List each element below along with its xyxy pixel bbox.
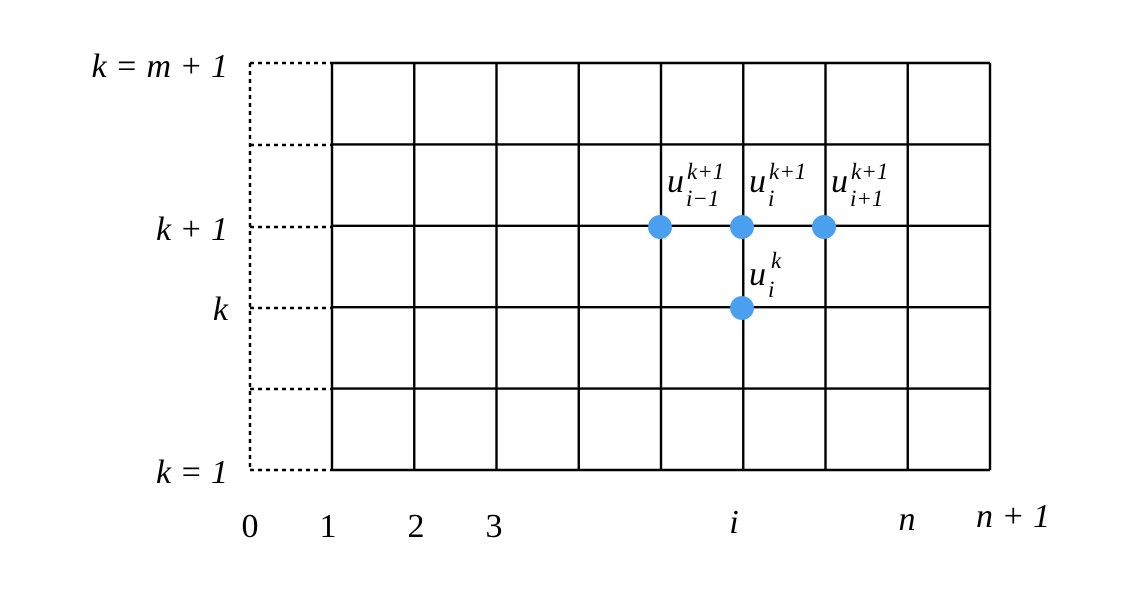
node-labels: u k+1 i−1 u k+1 i u k+1 i+1 u k i: [667, 159, 888, 302]
row-label-k-plus-1: k + 1: [156, 211, 228, 248]
node-label-u-im1-kp1: u k+1 i−1: [667, 159, 724, 211]
stencil-nodes: [648, 215, 836, 320]
node-sub: i+1: [850, 186, 883, 211]
dotted-boundary: [248, 61, 332, 472]
node-sup: k+1: [769, 159, 806, 184]
node-label-u-i-k: u k i: [749, 248, 782, 302]
row-label-bottom: k = 1: [156, 454, 228, 491]
node-sup: k+1: [851, 159, 888, 184]
node-base: u: [667, 163, 684, 200]
node-sup: k+1: [687, 159, 724, 184]
node-point-u-i-k: [730, 296, 754, 320]
node-sub: i: [768, 186, 774, 211]
node-sup: k: [771, 248, 782, 273]
column-label-2: 2: [408, 508, 425, 545]
column-label-3: 3: [486, 508, 503, 545]
column-label-i: i: [729, 504, 738, 541]
solid-grid: [330, 61, 992, 472]
node-base: u: [749, 256, 766, 293]
column-label-1: 1: [320, 508, 337, 545]
column-label-n-plus-1: n + 1: [976, 498, 1050, 535]
row-label-k: k: [213, 291, 229, 328]
row-label-top: k = m + 1: [91, 48, 228, 85]
column-label-n: n: [899, 501, 916, 538]
column-labels: 0 1 2 3 i n n + 1: [242, 498, 1050, 545]
node-base: u: [749, 163, 766, 200]
node-sub: i−1: [686, 186, 719, 211]
node-label-u-ip1-kp1: u k+1 i+1: [831, 159, 888, 211]
node-label-u-i-kp1: u k+1 i: [749, 159, 806, 211]
node-point-u-ip1-kp1: [812, 215, 836, 239]
node-point-u-im1-kp1: [648, 215, 672, 239]
node-base: u: [831, 163, 848, 200]
column-label-0: 0: [242, 508, 259, 545]
row-labels: k = m + 1 k + 1 k k = 1: [91, 48, 228, 491]
node-sub: i: [768, 277, 774, 302]
node-point-u-i-kp1: [730, 215, 754, 239]
